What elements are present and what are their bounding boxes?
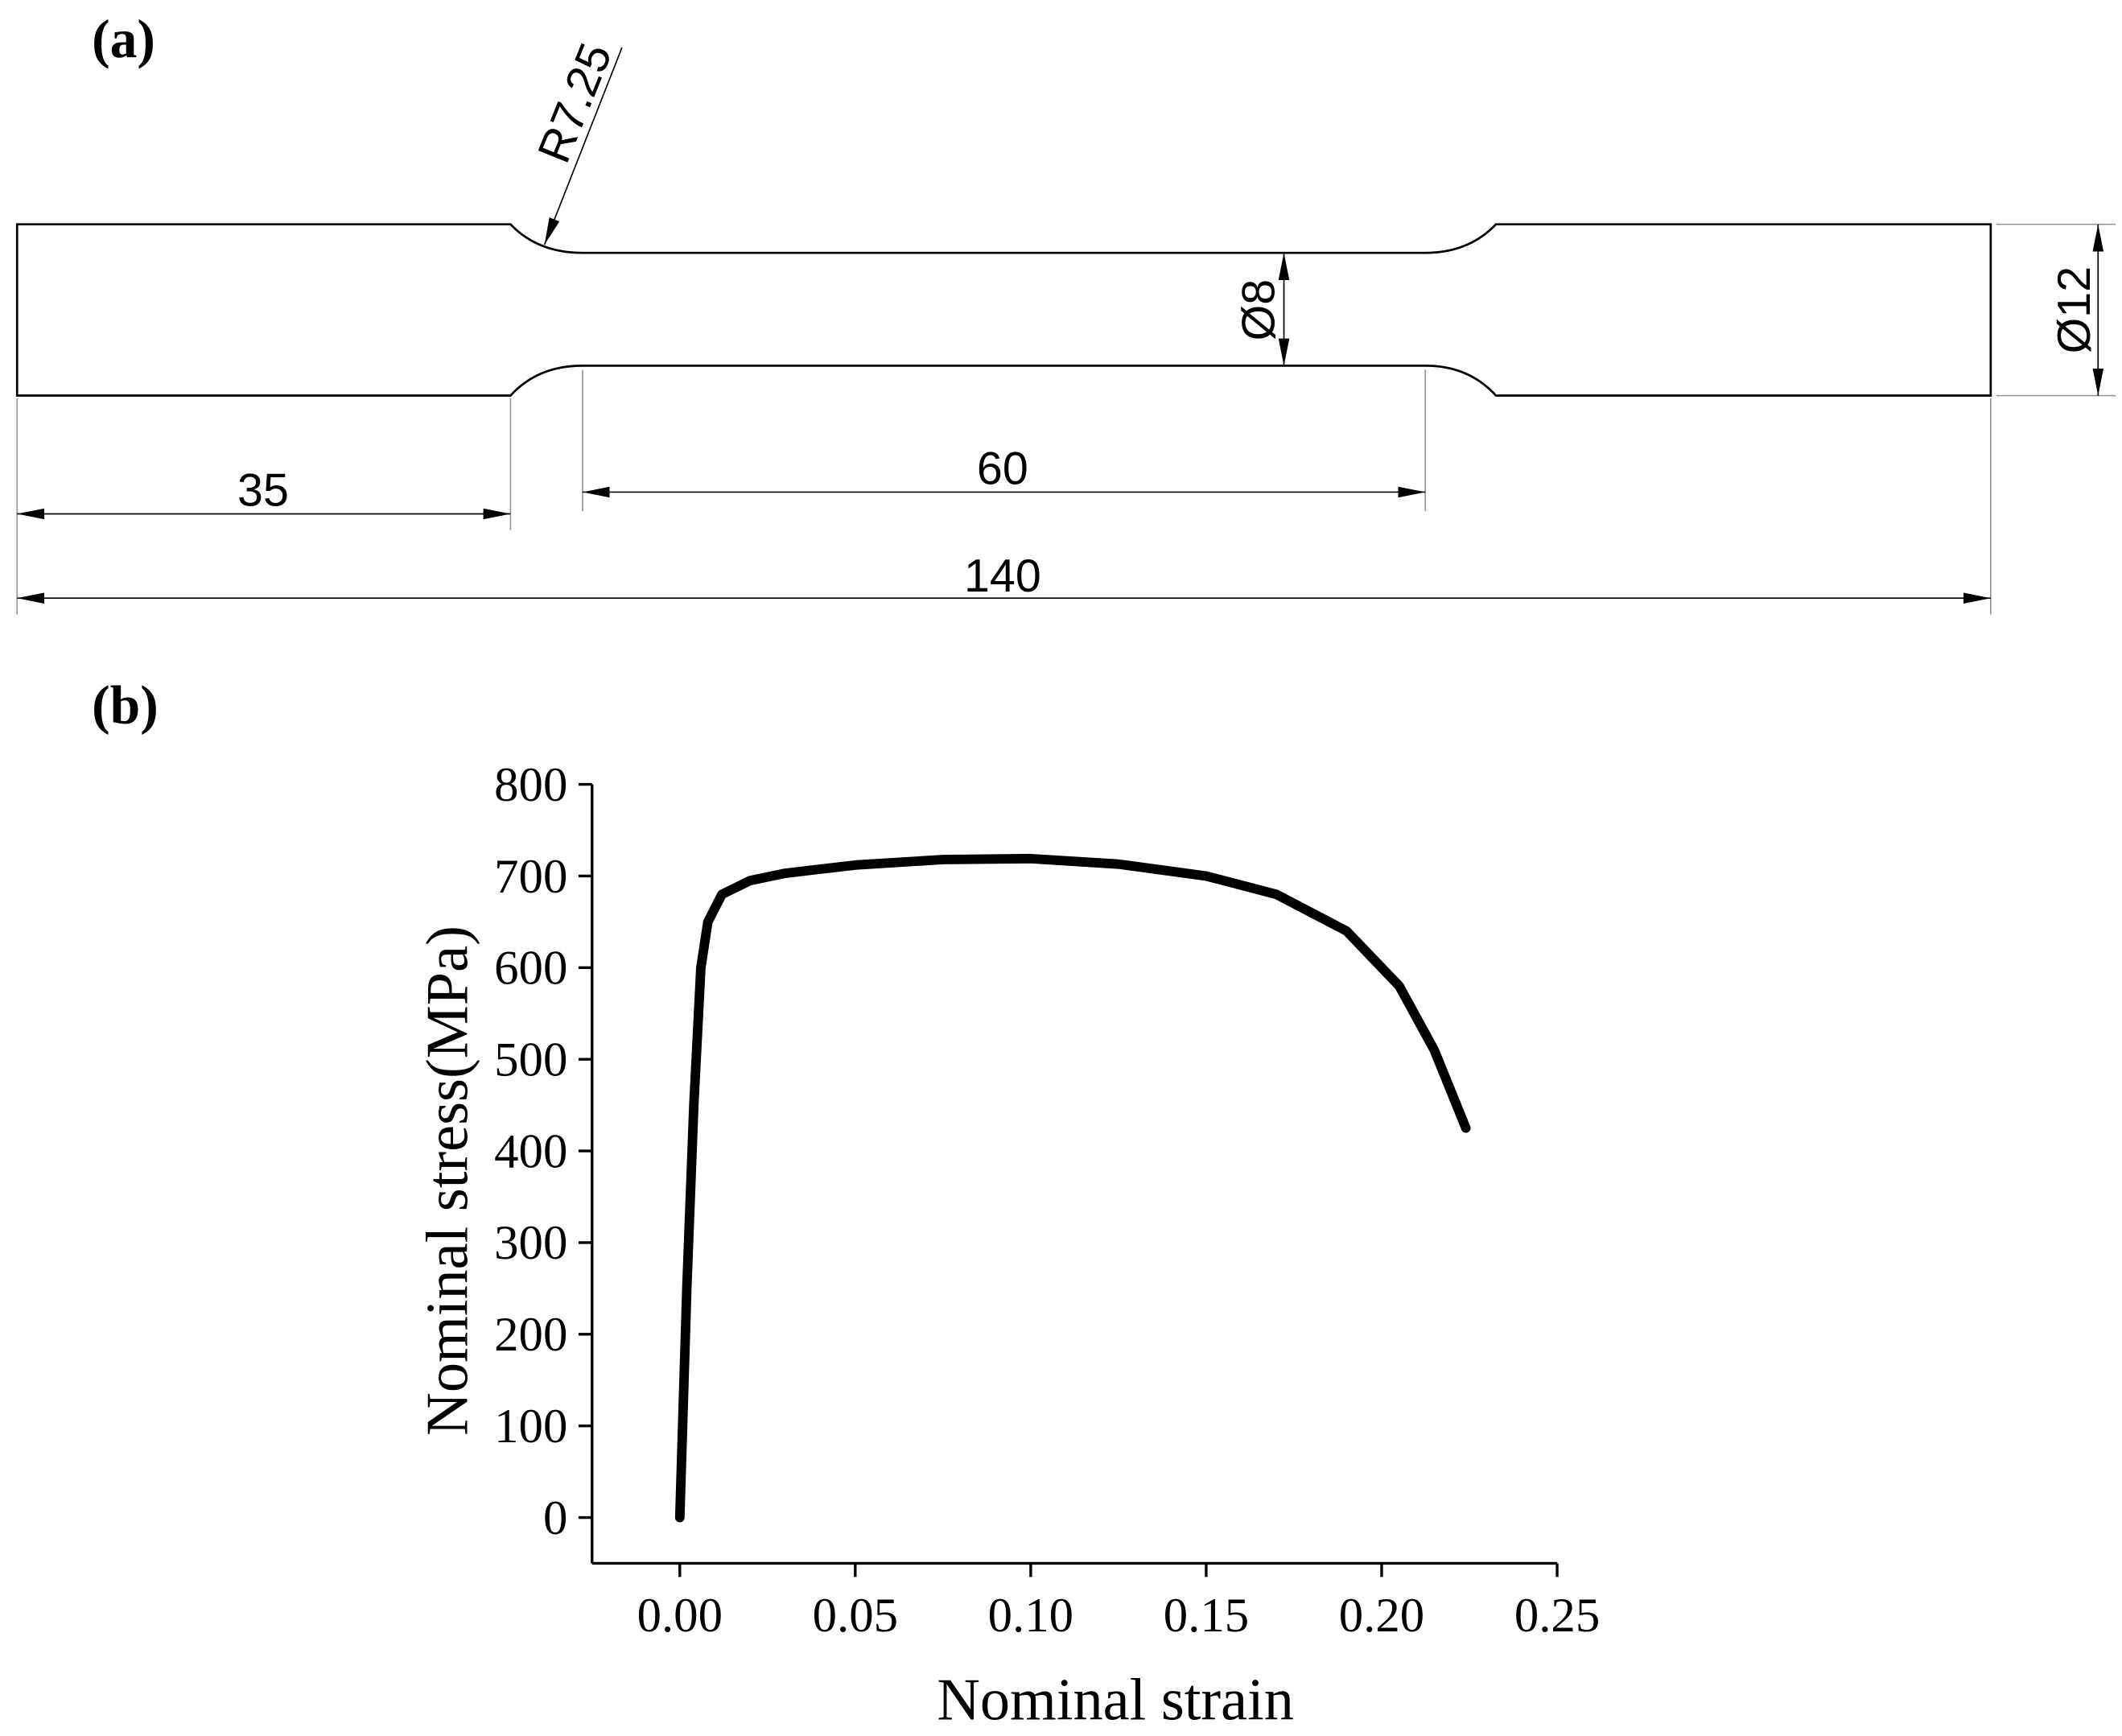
dimension-label: Ø8 [1234,279,1285,341]
x-tick-label: 0.15 [1164,1589,1249,1643]
y-tick-label: 800 [494,758,567,812]
dimension-label: R7.25 [528,36,622,170]
y-tick-label: 200 [494,1308,567,1362]
y-tick-label: 300 [494,1216,567,1270]
panel-label: (a) [92,9,155,69]
y-tick-label: 500 [494,1033,567,1087]
x-tick-label: 0.05 [813,1589,898,1643]
dimension-label: 140 [964,550,1041,602]
data-line [674,853,1471,1523]
panel-label: (b) [92,675,159,736]
dimension-lines [17,47,2104,604]
chart: 0 100 200 300 400 500 600 700 800 0.00 0.05 0.10 0.1… [414,758,1600,1734]
x-tick-label: 0.00 [637,1589,723,1643]
x-tick-label: 0.10 [988,1589,1073,1643]
y-tick-label: 700 [494,850,567,904]
x-axis-title: Nominal strain [937,1668,1294,1734]
y-tick-label: 0 [543,1491,567,1545]
y-axis-title: Nominal stress(MPa) [414,926,480,1436]
y-tick-label: 400 [494,1124,567,1178]
x-tick-label: 0.25 [1514,1589,1600,1643]
x-tick-label: 0.20 [1339,1589,1424,1643]
specimen-outline [15,223,1992,397]
y-tick-label: 600 [494,942,567,996]
dimension-label: 35 [237,464,289,516]
extension-lines [16,223,2116,615]
y-tick-label: 100 [494,1400,567,1454]
dimension-label: Ø12 [2049,266,2100,354]
dimension-label: 60 [977,443,1028,494]
